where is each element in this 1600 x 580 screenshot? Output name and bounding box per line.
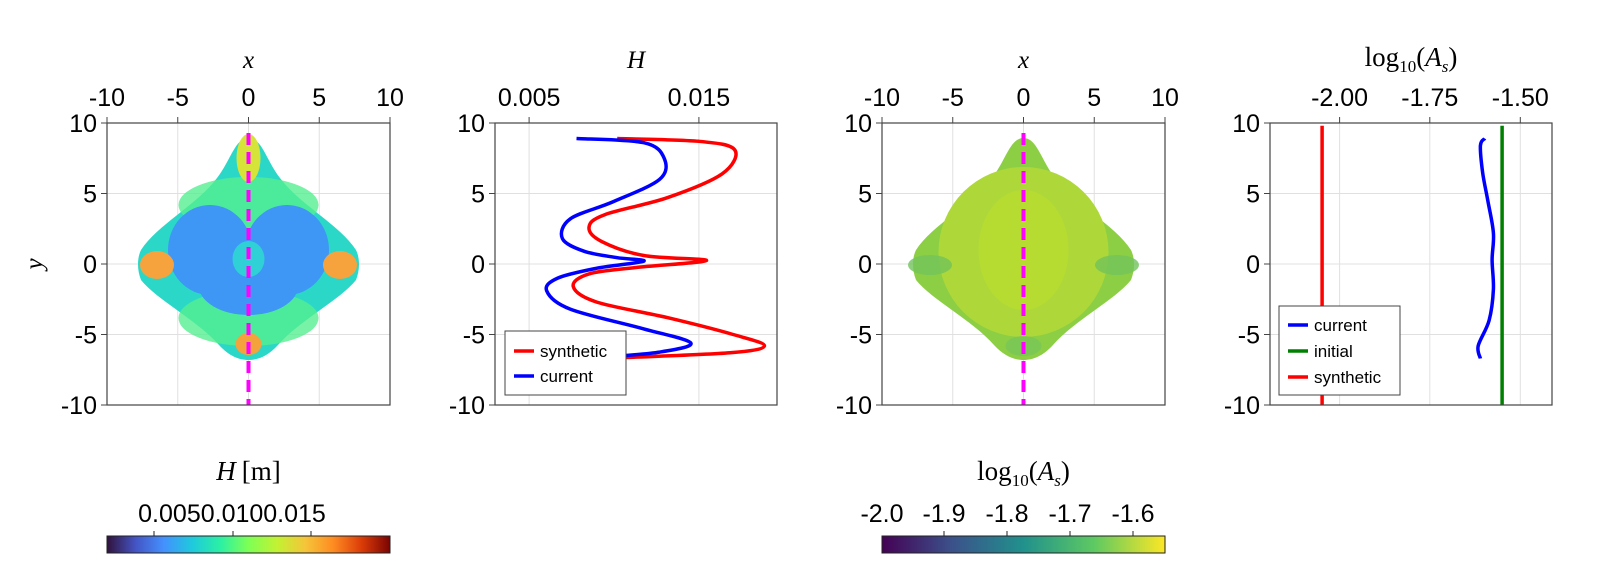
panel-1-xtick-label: 5 bbox=[312, 84, 326, 112]
panel-2-ytick-label: 5 bbox=[471, 181, 485, 209]
panel-4-profile: -2.00 -1.75 -1.50 10 5 0 -5 -10 log10(As… bbox=[1224, 42, 1553, 420]
panel-4-ytick-label: -5 bbox=[1238, 322, 1260, 350]
panel-4-xlabel: log10(As) bbox=[1365, 42, 1458, 76]
panel-1-heatmap: -10 -5 0 5 10 10 5 0 -5 -10 x y H [m] 0.0… bbox=[21, 47, 404, 554]
panel-3-ytick-label: 10 bbox=[844, 110, 872, 138]
panel-3-xtick-label: 10 bbox=[1151, 84, 1179, 112]
panel-4-ytick-label: -10 bbox=[1224, 392, 1260, 420]
legend-label-synthetic: synthetic bbox=[1314, 368, 1382, 387]
panel-1-xtick-label: 0 bbox=[242, 84, 256, 112]
colorbar-2-title: log10(As) bbox=[977, 456, 1070, 490]
colorbar-2-tick-label: -1.6 bbox=[1111, 500, 1154, 528]
panel-1-xtick-label: 10 bbox=[376, 84, 404, 112]
panel-1-ylabel: y bbox=[21, 258, 48, 273]
legend-label-synthetic: synthetic bbox=[540, 342, 608, 361]
panel-1-ytick-label: 0 bbox=[83, 251, 97, 279]
panel-1-ytick-label: 5 bbox=[83, 181, 97, 209]
colorbar-1-tick-labels: 0.0050.0100.015 bbox=[138, 500, 326, 528]
colorbar-2-tick-label: -2.0 bbox=[860, 500, 903, 528]
legend-label-initial: initial bbox=[1314, 342, 1353, 361]
panel-2-ytick-label: 10 bbox=[457, 110, 485, 138]
colorbar-2-ticks bbox=[943, 531, 1134, 536]
panel-3-ytick-label: 0 bbox=[858, 251, 872, 279]
panel-4-ytick-label: 5 bbox=[1246, 181, 1260, 209]
panel-3-xtick-label: -10 bbox=[864, 84, 900, 112]
panel-1-ytick-label: -10 bbox=[61, 392, 97, 420]
panel-1-ytick-label: 10 bbox=[69, 110, 97, 138]
panel-1-hot-left bbox=[140, 251, 174, 279]
colorbar-2-tick-label: -1.9 bbox=[922, 500, 965, 528]
panel-4-ytick-label: 10 bbox=[1232, 110, 1260, 138]
panel-4-xtick-label: -1.75 bbox=[1401, 84, 1458, 112]
colorbar-2-tick-label: -1.8 bbox=[985, 500, 1028, 528]
colorbar-1-bar bbox=[106, 535, 391, 554]
panel-3-ytick-label: 5 bbox=[858, 181, 872, 209]
panel-1-xlabel: x bbox=[242, 47, 254, 74]
panel-3-xtick-label: 5 bbox=[1087, 84, 1101, 112]
panel-3-xtick-label: 0 bbox=[1017, 84, 1031, 112]
colorbar-1-ticks bbox=[153, 531, 312, 536]
panel-4-ticks bbox=[1264, 117, 1521, 406]
panel-3-xlabel: x bbox=[1017, 47, 1029, 74]
panel-4-grid bbox=[1270, 123, 1552, 405]
panel-2-ytick-label: 0 bbox=[471, 251, 485, 279]
panel-2-xtick-label: 0.015 bbox=[668, 84, 731, 112]
panel-4-ytick-label: 0 bbox=[1246, 251, 1260, 279]
panel-2-xtick-label: 0.005 bbox=[498, 84, 561, 112]
panel-2-current-line bbox=[544, 136, 693, 359]
panel-3-heatmap: -10 -5 0 5 10 10 5 0 -5 -10 x log10(As) … bbox=[836, 47, 1179, 554]
legend-label-current: current bbox=[1314, 316, 1367, 335]
panel-3-edge-left bbox=[908, 255, 952, 275]
panel-2-synthetic-line bbox=[571, 136, 767, 360]
panel-3-edge-right bbox=[1095, 255, 1139, 275]
panel-3-ytick-label: -5 bbox=[850, 322, 872, 350]
panel-2-profile: 0.005 0.015 10 5 0 -5 -10 H synthetic cu… bbox=[449, 47, 778, 420]
panel-4-current-line bbox=[1476, 137, 1496, 359]
colorbar-1-title: H [m] bbox=[215, 456, 280, 486]
panel-2-ytick-label: -5 bbox=[463, 322, 485, 350]
panel-2-xlabel: H bbox=[626, 47, 647, 74]
panel-1-xtick-label: -10 bbox=[89, 84, 125, 112]
panel-1-hot-right bbox=[323, 251, 357, 279]
legend-label-current: current bbox=[540, 367, 593, 386]
colorbar-2-tick-label: -1.7 bbox=[1048, 500, 1091, 528]
panel-3-xtick-label: -5 bbox=[942, 84, 964, 112]
panel-4-legend: current initial synthetic bbox=[1278, 305, 1401, 396]
colorbar-2-bar bbox=[881, 535, 1166, 554]
panel-2-ytick-label: -10 bbox=[449, 392, 485, 420]
panel-1-xtick-label: -5 bbox=[167, 84, 189, 112]
panel-2-legend: synthetic current bbox=[504, 330, 627, 396]
panel-2-ticks bbox=[489, 117, 700, 406]
panel-1-ticks bbox=[101, 117, 391, 406]
panel-4-xtick-label: -1.50 bbox=[1492, 84, 1549, 112]
panel-3-ticks bbox=[876, 117, 1166, 406]
panel-4-xtick-label: -2.00 bbox=[1311, 84, 1368, 112]
panel-3-ytick-label: -10 bbox=[836, 392, 872, 420]
panel-1-ytick-label: -5 bbox=[75, 322, 97, 350]
